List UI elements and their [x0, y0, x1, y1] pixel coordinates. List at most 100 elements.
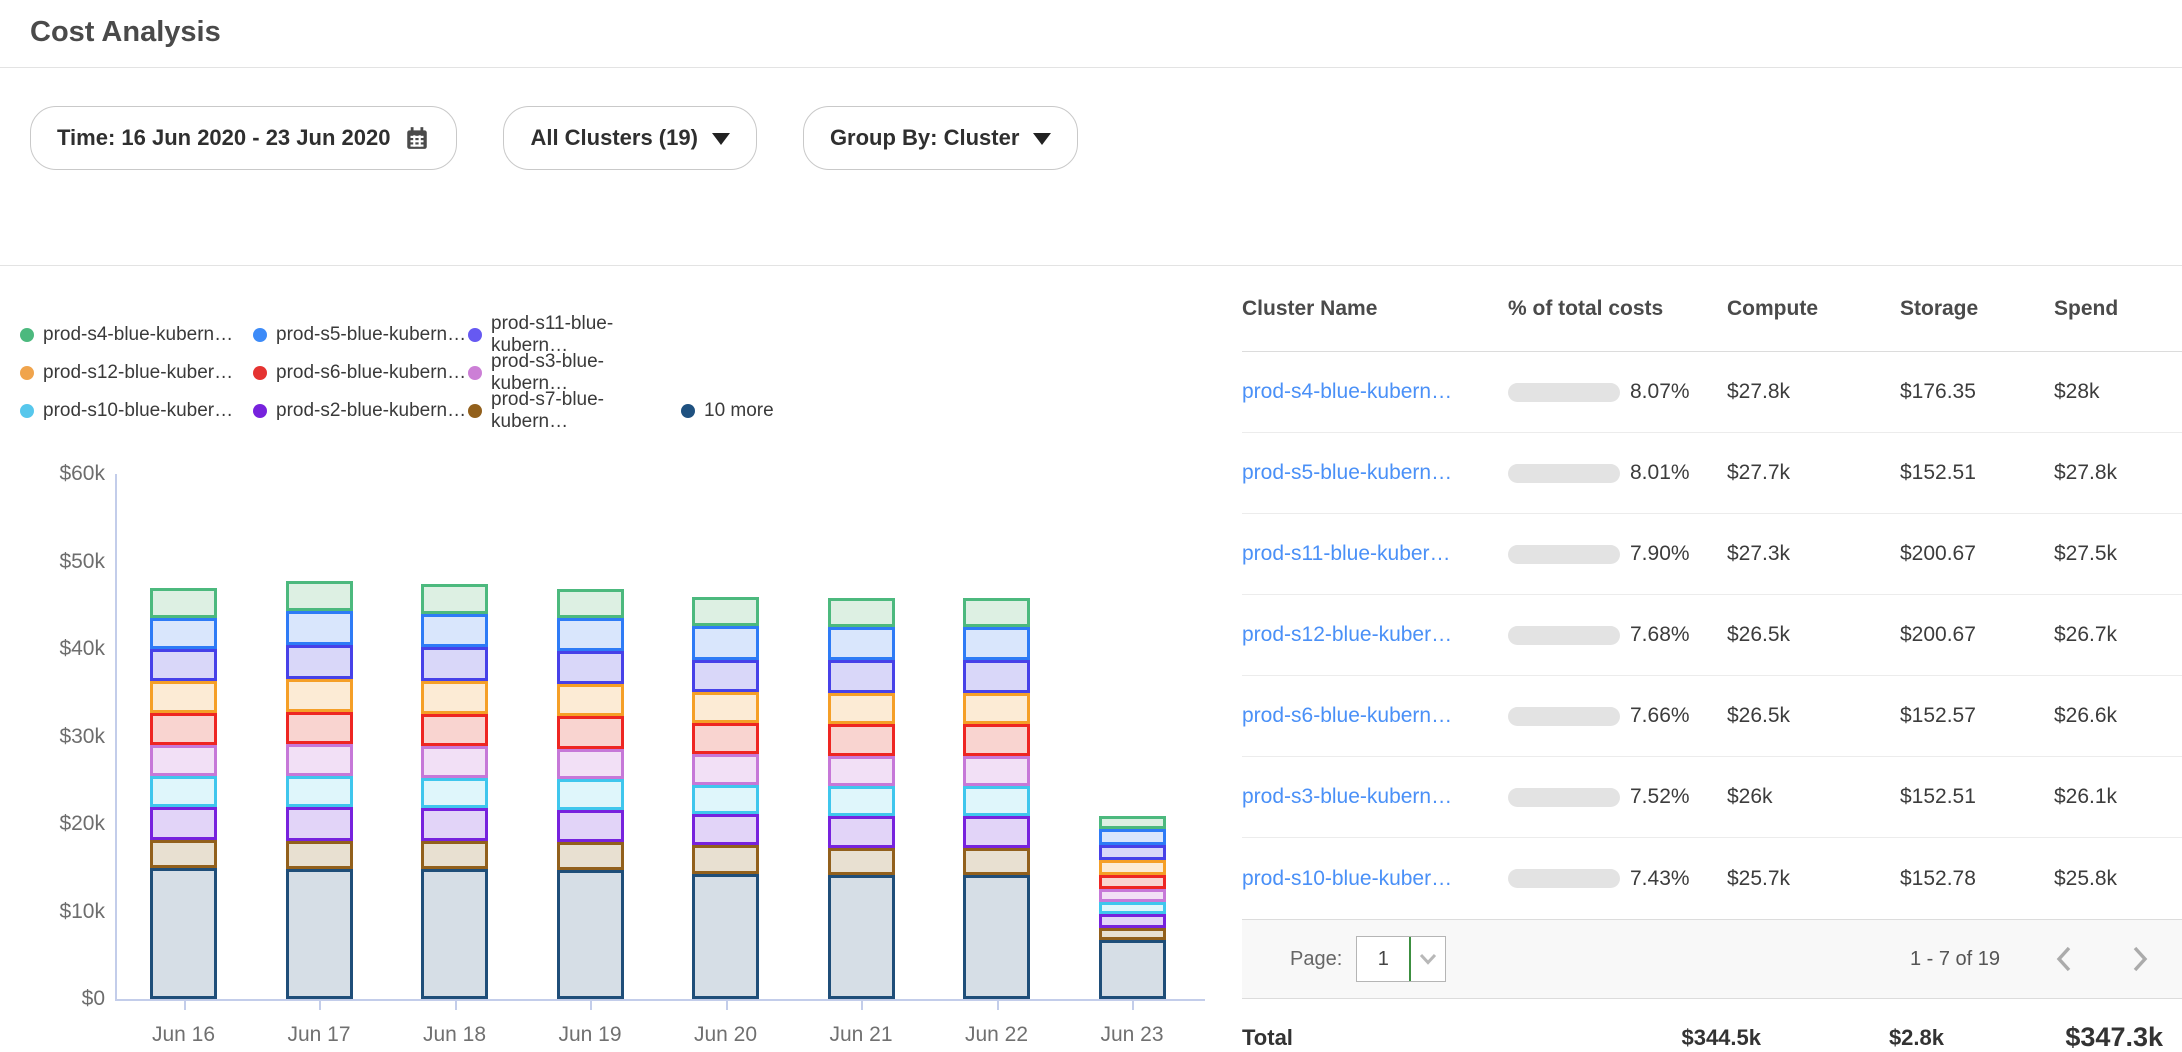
cluster-name-link[interactable]: prod-s10-blue-kuber…: [1242, 867, 1452, 890]
bar-segment-prod-s6-blue-kubern-[interactable]: [557, 716, 624, 748]
legend-item[interactable]: prod-s10-blue-kuber…: [20, 400, 253, 422]
bar-segment-prod-s6-blue-kubern-[interactable]: [150, 713, 217, 745]
bar-segment-10-more[interactable]: [150, 868, 217, 999]
bar-segment-prod-s12-blue-kuber-[interactable]: [557, 684, 624, 716]
bar-segment-prod-s10-blue-kuber-[interactable]: [963, 786, 1030, 816]
bar-segment-10-more[interactable]: [963, 875, 1030, 999]
legend-item[interactable]: prod-s7-blue-kubern…: [468, 389, 681, 433]
bar-segment-prod-s6-blue-kubern-[interactable]: [286, 712, 353, 744]
bar-segment-prod-s3-blue-kubern-[interactable]: [828, 756, 895, 787]
cluster-name-link[interactable]: prod-s3-blue-kubern…: [1242, 785, 1452, 808]
clusters-filter-dropdown[interactable]: All Clusters (19): [503, 106, 757, 170]
bar-segment-prod-s6-blue-kubern-[interactable]: [1099, 875, 1166, 889]
cluster-name-link[interactable]: prod-s5-blue-kubern…: [1242, 461, 1452, 484]
bar-segment-prod-s5-blue-kubern-[interactable]: [286, 611, 353, 644]
bar-segment-prod-s7-blue-kubern-[interactable]: [150, 840, 217, 868]
bar-segment-prod-s5-blue-kubern-[interactable]: [557, 618, 624, 650]
bar-segment-prod-s11-blue-kubern-[interactable]: [963, 660, 1030, 693]
bar-segment-prod-s7-blue-kubern-[interactable]: [828, 848, 895, 875]
bar-segment-prod-s11-blue-kubern-[interactable]: [692, 660, 759, 692]
bar-segment-prod-s11-blue-kubern-[interactable]: [150, 649, 217, 681]
col-header-storage[interactable]: Storage: [1900, 297, 2054, 321]
bar-segment-prod-s11-blue-kubern-[interactable]: [1099, 845, 1166, 860]
bar-segment-prod-s3-blue-kubern-[interactable]: [421, 746, 488, 778]
bar-segment-prod-s2-blue-kubern-[interactable]: [963, 816, 1030, 848]
bar-segment-prod-s3-blue-kubern-[interactable]: [1099, 889, 1166, 902]
bar-segment-prod-s12-blue-kuber-[interactable]: [150, 681, 217, 713]
time-range-filter[interactable]: Time: 16 Jun 2020 - 23 Jun 2020: [30, 106, 457, 170]
bar-segment-10-more[interactable]: [828, 875, 895, 999]
bar-segment-10-more[interactable]: [692, 874, 759, 999]
cluster-name-link[interactable]: prod-s11-blue-kuber…: [1242, 542, 1451, 565]
bar-segment-prod-s2-blue-kubern-[interactable]: [286, 807, 353, 840]
bar-segment-prod-s7-blue-kubern-[interactable]: [557, 842, 624, 869]
bar-segment-prod-s3-blue-kubern-[interactable]: [692, 754, 759, 785]
bar-segment-prod-s5-blue-kubern-[interactable]: [963, 627, 1030, 659]
bar-segment-prod-s4-blue-kubern-[interactable]: [963, 598, 1030, 627]
bar-segment-prod-s11-blue-kubern-[interactable]: [421, 647, 488, 681]
bar-segment-prod-s5-blue-kubern-[interactable]: [692, 626, 759, 659]
bar-segment-prod-s7-blue-kubern-[interactable]: [286, 841, 353, 869]
bar-segment-prod-s7-blue-kubern-[interactable]: [963, 848, 1030, 875]
bar-segment-prod-s6-blue-kubern-[interactable]: [828, 724, 895, 756]
bar-segment-prod-s2-blue-kubern-[interactable]: [150, 807, 217, 840]
bar-segment-prod-s6-blue-kubern-[interactable]: [692, 723, 759, 754]
bar-segment-prod-s4-blue-kubern-[interactable]: [557, 589, 624, 619]
bar-segment-prod-s2-blue-kubern-[interactable]: [1099, 914, 1166, 928]
next-page-button[interactable]: [2128, 944, 2152, 974]
legend-item[interactable]: prod-s12-blue-kuber…: [20, 362, 253, 384]
bar-segment-10-more[interactable]: [557, 870, 624, 1000]
bar-segment-prod-s3-blue-kubern-[interactable]: [963, 756, 1030, 787]
bar-segment-prod-s7-blue-kubern-[interactable]: [692, 845, 759, 874]
bar-segment-prod-s7-blue-kubern-[interactable]: [1099, 928, 1166, 939]
bar-segment-prod-s3-blue-kubern-[interactable]: [150, 745, 217, 776]
bar-segment-prod-s5-blue-kubern-[interactable]: [421, 614, 488, 647]
bar-segment-prod-s2-blue-kubern-[interactable]: [692, 814, 759, 845]
legend-item[interactable]: prod-s6-blue-kubern…: [253, 362, 468, 384]
bar-segment-prod-s10-blue-kuber-[interactable]: [828, 786, 895, 816]
bar-segment-prod-s12-blue-kuber-[interactable]: [828, 693, 895, 725]
bar-segment-prod-s10-blue-kuber-[interactable]: [150, 776, 217, 807]
cluster-name-link[interactable]: prod-s6-blue-kubern…: [1242, 704, 1452, 727]
bar-segment-prod-s12-blue-kuber-[interactable]: [286, 679, 353, 712]
bar-segment-prod-s3-blue-kubern-[interactable]: [286, 744, 353, 776]
bar-segment-prod-s11-blue-kubern-[interactable]: [828, 660, 895, 693]
bar-segment-prod-s10-blue-kuber-[interactable]: [1099, 902, 1166, 914]
bar-segment-prod-s11-blue-kubern-[interactable]: [557, 651, 624, 684]
bar-segment-prod-s5-blue-kubern-[interactable]: [150, 618, 217, 650]
bar-segment-prod-s10-blue-kuber-[interactable]: [421, 778, 488, 809]
bar-segment-prod-s2-blue-kubern-[interactable]: [828, 816, 895, 848]
bar-segment-prod-s6-blue-kubern-[interactable]: [963, 724, 1030, 756]
bar-segment-prod-s2-blue-kubern-[interactable]: [557, 810, 624, 842]
bar-segment-10-more[interactable]: [1099, 940, 1166, 1000]
legend-item[interactable]: prod-s2-blue-kubern…: [253, 400, 468, 422]
bar-segment-prod-s5-blue-kubern-[interactable]: [828, 627, 895, 659]
legend-item[interactable]: prod-s4-blue-kubern…: [20, 324, 253, 346]
bar-segment-10-more[interactable]: [286, 869, 353, 999]
page-number-select[interactable]: 1: [1356, 936, 1446, 982]
bar-segment-prod-s10-blue-kuber-[interactable]: [557, 779, 624, 810]
col-header-pct-total-costs[interactable]: % of total costs: [1508, 297, 1727, 321]
bar-segment-prod-s12-blue-kuber-[interactable]: [692, 692, 759, 724]
bar-segment-prod-s5-blue-kubern-[interactable]: [1099, 829, 1166, 845]
bar-segment-prod-s12-blue-kuber-[interactable]: [963, 693, 1030, 725]
col-header-cluster-name[interactable]: Cluster Name: [1242, 297, 1508, 321]
group-by-dropdown[interactable]: Group By: Cluster: [803, 106, 1078, 170]
bar-segment-prod-s10-blue-kuber-[interactable]: [286, 776, 353, 808]
bar-segment-prod-s11-blue-kubern-[interactable]: [286, 645, 353, 679]
bar-segment-prod-s12-blue-kuber-[interactable]: [1099, 860, 1166, 875]
cluster-name-link[interactable]: prod-s12-blue-kuber…: [1242, 623, 1452, 646]
legend-item[interactable]: 10 more: [681, 400, 774, 422]
bar-segment-prod-s10-blue-kuber-[interactable]: [692, 785, 759, 815]
bar-segment-prod-s4-blue-kubern-[interactable]: [692, 597, 759, 627]
bar-segment-prod-s7-blue-kubern-[interactable]: [421, 841, 488, 869]
cluster-name-link[interactable]: prod-s4-blue-kubern…: [1242, 380, 1452, 403]
bar-segment-prod-s4-blue-kubern-[interactable]: [150, 588, 217, 618]
bar-segment-prod-s4-blue-kubern-[interactable]: [1099, 816, 1166, 829]
bar-segment-prod-s4-blue-kubern-[interactable]: [828, 598, 895, 627]
col-header-compute[interactable]: Compute: [1727, 297, 1900, 321]
bar-segment-prod-s6-blue-kubern-[interactable]: [421, 714, 488, 746]
bar-segment-prod-s12-blue-kuber-[interactable]: [421, 681, 488, 713]
bar-segment-prod-s4-blue-kubern-[interactable]: [421, 584, 488, 614]
bar-segment-prod-s2-blue-kubern-[interactable]: [421, 808, 488, 840]
